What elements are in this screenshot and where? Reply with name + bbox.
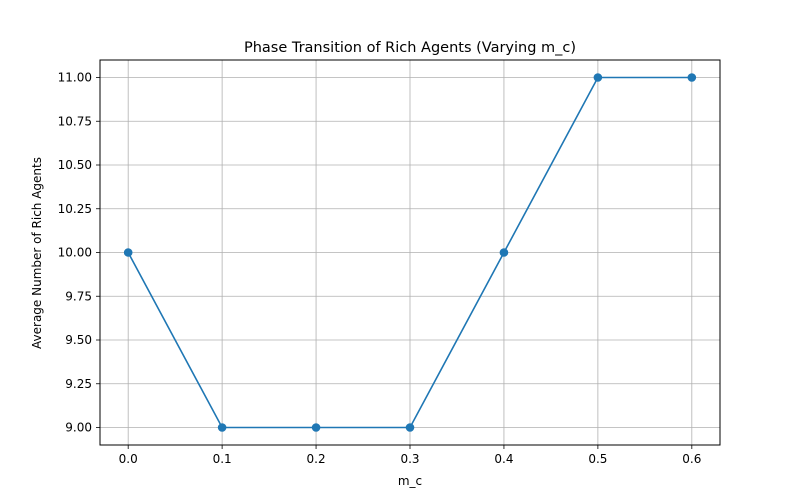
y-tick-label: 11.00	[58, 71, 92, 85]
y-tick-label: 9.00	[65, 421, 92, 435]
chart-title: Phase Transition of Rich Agents (Varying…	[244, 40, 576, 56]
x-tick-label: 0.2	[307, 452, 326, 466]
data-point	[499, 248, 509, 257]
x-tick-label: 0.4	[494, 452, 513, 466]
y-tick-label: 9.25	[65, 377, 92, 391]
y-tick-label: 10.00	[58, 246, 92, 260]
y-tick-label: 9.50	[65, 333, 92, 347]
y-axis-label: Average Number of Rich Agents	[30, 157, 44, 349]
series-markers	[123, 73, 697, 432]
x-tick-label: 0.0	[119, 452, 138, 466]
x-tick-label: 0.5	[588, 452, 607, 466]
data-point	[405, 423, 415, 432]
data-point	[123, 248, 133, 257]
x-axis-ticks: 0.0 0.1 0.2 0.3 0.4 0.5 0.6	[119, 445, 701, 466]
y-tick-label: 10.75	[58, 114, 92, 128]
y-tick-label: 9.75	[65, 289, 92, 303]
data-point	[217, 423, 227, 432]
y-tick-label: 10.50	[58, 158, 92, 172]
x-tick-label: 0.3	[400, 452, 419, 466]
grid-lines	[100, 60, 720, 445]
x-axis-label: m_c	[398, 474, 422, 488]
plot-frame	[99, 59, 721, 446]
y-axis-ticks: 9.00 9.25 9.50 9.75 10.00 10.25 10.50 10.75 11.0…	[58, 71, 100, 435]
data-point	[687, 73, 697, 82]
y-tick-label: 10.25	[58, 202, 92, 216]
x-tick-label: 0.6	[682, 452, 701, 466]
data-point	[311, 423, 321, 432]
x-tick-label: 0.1	[213, 452, 232, 466]
data-point	[593, 73, 603, 82]
